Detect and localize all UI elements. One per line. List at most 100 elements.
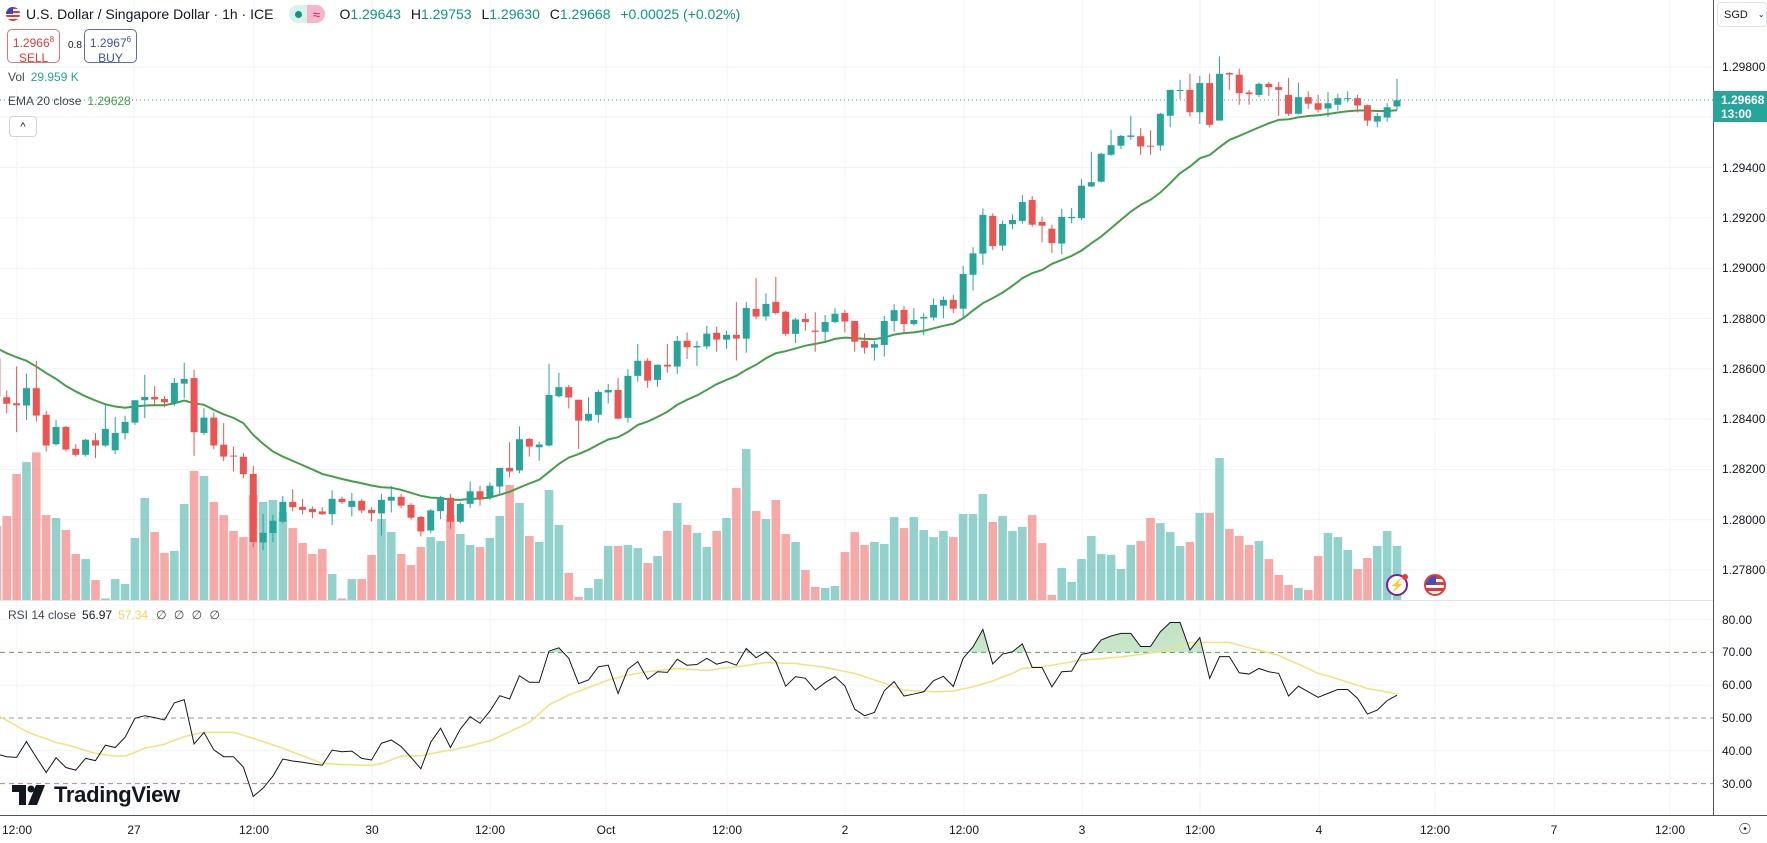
candle [1334, 93, 1342, 111]
candle-body [1206, 83, 1214, 125]
candle [821, 314, 829, 342]
tradingview-logo[interactable]: TradingView [12, 782, 180, 808]
time-axis-label: 2 [841, 823, 849, 837]
volume-bar [120, 583, 130, 600]
candle-body [427, 510, 435, 531]
candle-body [1216, 73, 1224, 121]
volume-bar [258, 501, 268, 600]
candle-body [1354, 98, 1362, 106]
candle-body [190, 378, 198, 433]
volume-bar [110, 579, 120, 600]
candle [811, 312, 819, 352]
candle-body [1324, 103, 1332, 109]
candle [220, 423, 228, 462]
candle-body [1156, 113, 1164, 146]
lightning-icon[interactable]: ⚡ [1386, 574, 1408, 596]
time-axis[interactable]: 12:00 27 12:00 30 12:00 Oct 12:00 2 12:00 3 12:00 4… [0, 815, 1767, 843]
us-economic-event-icon[interactable] [1424, 574, 1446, 596]
volume-legend[interactable]: Vol 29.959 K [8, 70, 79, 84]
candle-body [299, 506, 307, 510]
volume-bar [1205, 512, 1214, 600]
settings-icon[interactable]: ☉ [1738, 821, 1752, 838]
candle [772, 277, 780, 315]
volume-bar [1018, 527, 1027, 600]
candle [427, 509, 435, 534]
volume-bar [751, 510, 761, 600]
candle [644, 358, 652, 388]
bar-countdown: 13:00 [1721, 107, 1752, 121]
volume-bar [1254, 541, 1264, 600]
volume-bar [584, 587, 593, 600]
market-status[interactable]: ≈ [289, 5, 326, 23]
time-axis-label: 3 [1078, 823, 1086, 837]
candle [890, 304, 898, 332]
volume-bar [712, 530, 721, 600]
candle [1117, 134, 1125, 150]
candle-body [811, 330, 819, 332]
time-axis-label: Oct [596, 823, 616, 837]
candle-body [506, 467, 514, 472]
candle-body [220, 444, 228, 457]
rsi-axis-label: 30.00 [1722, 776, 1753, 791]
candle-body [535, 444, 543, 448]
collapse-legend-button[interactable]: ^ [9, 116, 37, 137]
candle-body [604, 389, 612, 393]
candle [614, 377, 622, 420]
candle-body [555, 387, 563, 397]
candle [555, 372, 563, 398]
volume-value: 29.959 K [30, 70, 79, 84]
candle-body [259, 532, 267, 543]
rsi-legend[interactable]: RSI 14 close 56.97 57.34 ∅ ∅ ∅ ∅ [8, 608, 222, 622]
candle-body [772, 301, 780, 313]
price-axis[interactable] [1713, 0, 1767, 815]
ema-legend[interactable]: EMA 20 close 1.29628 [8, 94, 131, 108]
candle [52, 419, 60, 446]
ohlc-values: O1.29643 H1.29753 L1.29630 C1.29668 +0.0… [339, 6, 746, 22]
candle [496, 467, 504, 495]
candle [693, 341, 701, 366]
candle [1225, 72, 1233, 90]
candle [1363, 104, 1371, 126]
sell-button[interactable]: 1.29668 SELL [7, 29, 60, 65]
candle-body [732, 334, 740, 339]
volume-bar [1126, 545, 1136, 600]
candle [101, 404, 109, 447]
rsi-axis-label: 50.00 [1722, 711, 1753, 725]
rsi-label: RSI 14 close [8, 608, 77, 622]
candle-body [900, 309, 908, 325]
candle [1028, 196, 1036, 227]
candle-body [880, 321, 888, 345]
candle [1255, 82, 1263, 98]
candle-body [1087, 182, 1095, 187]
buy-button[interactable]: 1.29676 BUY [84, 29, 137, 65]
candle [249, 465, 257, 548]
candle [1373, 113, 1381, 128]
candle [1068, 208, 1076, 224]
candle-body [348, 500, 356, 507]
time-axis-label: 12:00 [1419, 823, 1451, 837]
price-axis-label: 1.29200 [1722, 210, 1766, 225]
volume-bar [130, 537, 140, 600]
currency-dropdown[interactable]: SGD ⌄ [1717, 2, 1767, 27]
volume-bar [830, 585, 840, 600]
candle [397, 494, 405, 509]
candle [801, 313, 809, 331]
candle-body [890, 310, 898, 322]
candle-body [52, 426, 60, 445]
currency-label: SGD [1724, 8, 1748, 21]
candle [3, 390, 11, 414]
volume-bar [613, 545, 623, 600]
candle [32, 360, 40, 422]
candle [170, 378, 178, 406]
volume-bar [160, 552, 169, 600]
candle-body [180, 378, 188, 384]
candle [506, 442, 514, 478]
symbol-title[interactable]: U.S. Dollar / Singapore Dollar · 1h · IC… [26, 6, 274, 22]
candle [959, 265, 967, 319]
candle-body [72, 448, 80, 455]
candle [900, 305, 908, 333]
candle [584, 397, 592, 422]
candle [1058, 208, 1066, 255]
candle [861, 333, 869, 354]
